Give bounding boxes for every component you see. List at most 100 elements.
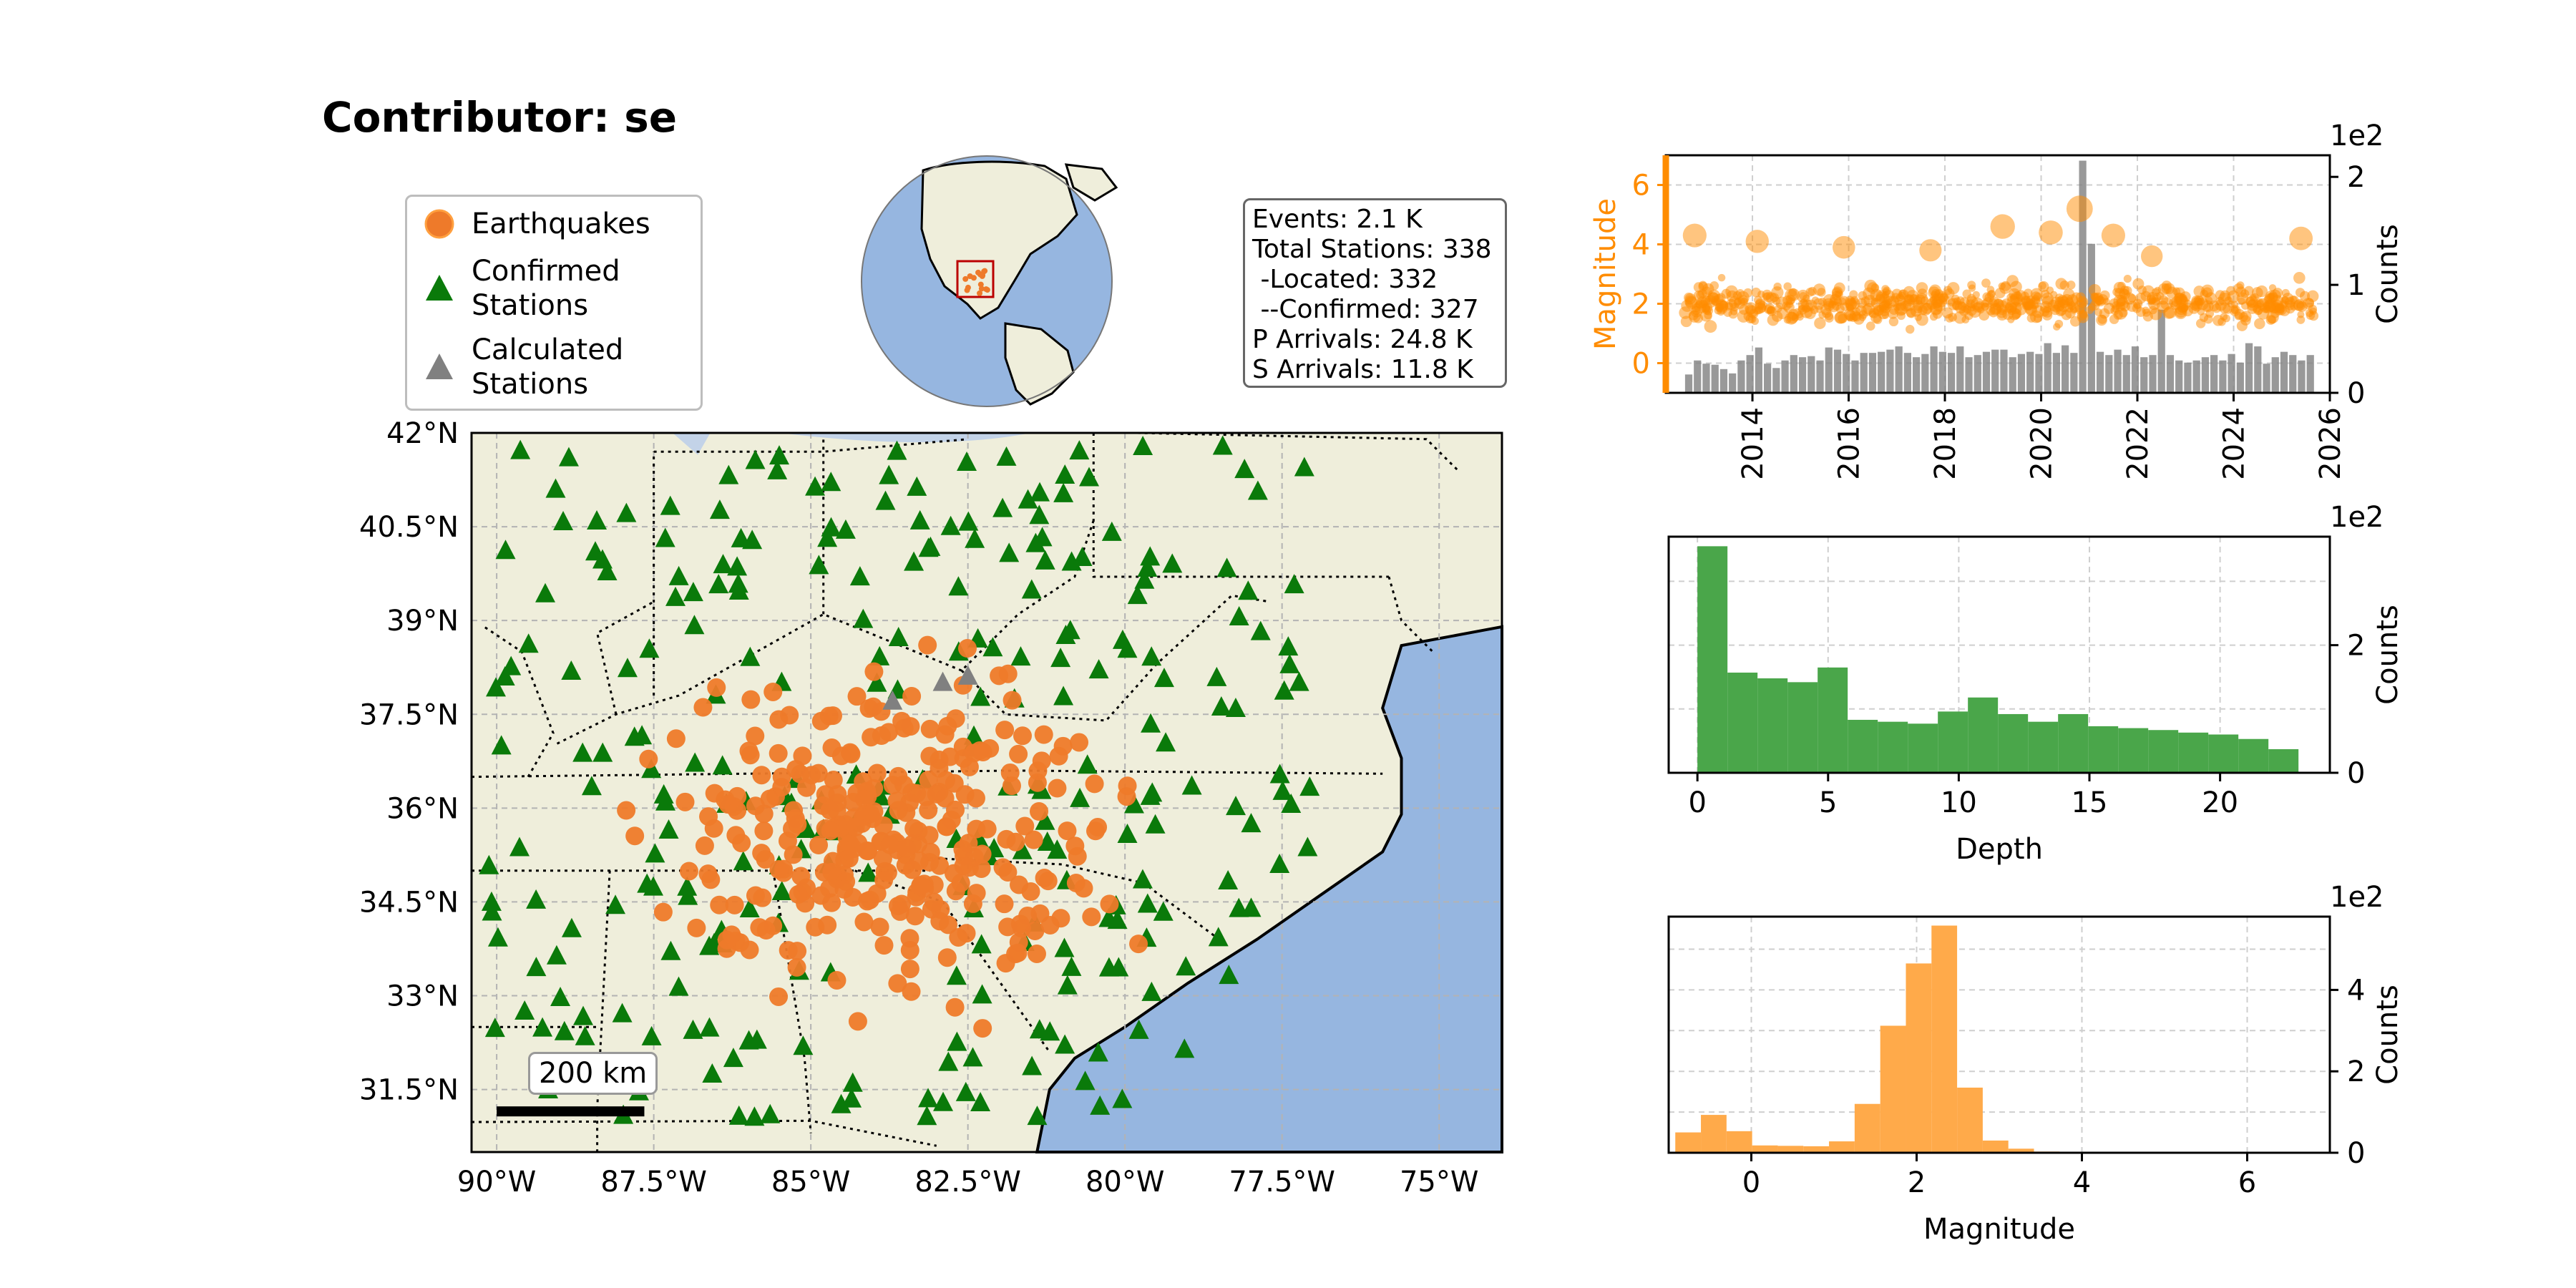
map-lat-tick-label: 42°N bbox=[386, 417, 459, 450]
station-marker bbox=[1272, 780, 1293, 800]
station-marker bbox=[948, 576, 969, 596]
station-marker bbox=[965, 528, 985, 548]
globe-greenland bbox=[1064, 163, 1118, 202]
stats-box: Events: 2.1 K Total Stations: 338 -Locat… bbox=[1243, 198, 1507, 388]
earthquake-marker bbox=[809, 836, 829, 855]
earthquake-marker bbox=[1117, 787, 1136, 806]
earthquake-marker bbox=[822, 893, 841, 912]
earthquake-marker bbox=[772, 767, 791, 786]
earthquake-marker bbox=[679, 862, 698, 881]
station-marker bbox=[665, 586, 686, 606]
timeline-count-bar bbox=[2271, 357, 2279, 393]
globe-event-dot bbox=[977, 290, 983, 296]
station-marker bbox=[1218, 870, 1239, 890]
station-marker bbox=[653, 784, 674, 804]
timeline-event-point bbox=[1775, 296, 1789, 310]
earthquake-marker bbox=[1013, 726, 1032, 746]
station-marker bbox=[558, 447, 579, 467]
station-marker bbox=[1101, 521, 1122, 541]
station-marker bbox=[1018, 489, 1038, 509]
station-marker bbox=[744, 1106, 765, 1126]
earthquake-marker bbox=[725, 895, 744, 914]
timeline-count-bar bbox=[1764, 364, 1772, 393]
station-marker bbox=[1012, 839, 1033, 859]
timeline-event-point bbox=[1928, 284, 1941, 297]
timeline-count-bar bbox=[2035, 353, 2043, 393]
station-marker bbox=[1145, 814, 1166, 834]
station-marker bbox=[1029, 1019, 1050, 1039]
earthquake-marker bbox=[779, 941, 798, 960]
depth-hist-x-tick-label: 10 bbox=[1941, 786, 1977, 819]
timeline-event-point bbox=[2066, 195, 2093, 223]
mag-hist-bar bbox=[1726, 1131, 1752, 1153]
mag-hist-bar bbox=[1752, 1145, 1778, 1153]
station-marker bbox=[1137, 893, 1158, 913]
station-marker bbox=[1057, 975, 1078, 995]
station-marker bbox=[958, 511, 979, 531]
timeline-event-point bbox=[1923, 303, 1931, 311]
timeline-count-bar bbox=[1930, 346, 1938, 393]
earthquake-marker bbox=[957, 639, 977, 658]
mag-hist-bar bbox=[1880, 1025, 1906, 1153]
station-marker bbox=[933, 1091, 954, 1111]
station-marker bbox=[728, 1105, 749, 1125]
station-marker bbox=[727, 556, 748, 576]
station-marker bbox=[858, 862, 879, 882]
timeline-event-point bbox=[2049, 291, 2058, 298]
station-marker bbox=[553, 511, 574, 531]
station-marker bbox=[1117, 823, 1138, 843]
station-marker bbox=[526, 889, 547, 909]
timeline-event-point bbox=[2075, 292, 2086, 303]
timeline-count-bar bbox=[1711, 364, 1719, 393]
scale-bar bbox=[497, 1106, 645, 1117]
station-marker bbox=[1297, 836, 1318, 857]
map-lon-tick-label: 90°W bbox=[457, 1166, 536, 1199]
station-marker bbox=[888, 626, 909, 646]
station-marker bbox=[482, 901, 502, 921]
earthquake-marker bbox=[1006, 945, 1025, 964]
station-marker bbox=[495, 540, 516, 560]
station-marker bbox=[1141, 646, 1162, 666]
calculated-station-marker bbox=[957, 665, 978, 685]
timeline-event-point bbox=[2157, 283, 2170, 296]
station-marker bbox=[1225, 697, 1246, 717]
earthquake-marker bbox=[847, 687, 867, 706]
timeline-event-point bbox=[1873, 315, 1883, 324]
mag-hist-frame bbox=[1667, 915, 2331, 1154]
station-marker bbox=[723, 1048, 743, 1068]
station-marker bbox=[821, 517, 841, 537]
map-state-border bbox=[653, 438, 968, 453]
depth-hist-bar bbox=[2178, 732, 2209, 773]
map-state-border bbox=[960, 519, 1095, 672]
timeline-count-bar bbox=[2210, 355, 2218, 393]
station-marker bbox=[575, 1025, 595, 1045]
timeline-event-point bbox=[1850, 296, 1859, 304]
station-marker bbox=[526, 957, 547, 977]
mag-hist-x-tick-label: 2 bbox=[1908, 1166, 1926, 1199]
timeline-y2-axis-label: Counts bbox=[2371, 224, 2404, 324]
earthquake-marker bbox=[834, 879, 854, 899]
earthquake-marker bbox=[1074, 879, 1093, 898]
timeline-count-bar bbox=[1965, 357, 1973, 393]
mag-hist-y-multiplier: 1e2 bbox=[2330, 881, 2384, 914]
earthquake-marker bbox=[945, 774, 964, 793]
station-marker bbox=[1250, 620, 1271, 640]
station-marker bbox=[1247, 480, 1268, 500]
earthquake-marker bbox=[890, 902, 909, 921]
timeline-count-bar bbox=[1851, 360, 1859, 393]
station-marker bbox=[1070, 787, 1091, 807]
station-marker bbox=[1021, 579, 1042, 599]
timeline-count-bar bbox=[1807, 356, 1815, 393]
timeline-count-bar bbox=[2122, 355, 2130, 393]
station-marker bbox=[1229, 897, 1249, 917]
timeline-count-bar bbox=[2009, 357, 2016, 393]
station-marker bbox=[545, 478, 566, 498]
timeline-event-point bbox=[2182, 305, 2194, 317]
earthquake-marker bbox=[625, 826, 645, 846]
earthquake-marker bbox=[1100, 894, 1119, 914]
mag-hist-plot-area bbox=[1669, 917, 2330, 1153]
station-marker bbox=[1238, 580, 1259, 600]
timeline-count-bar bbox=[1737, 360, 1745, 393]
station-marker bbox=[581, 776, 602, 796]
